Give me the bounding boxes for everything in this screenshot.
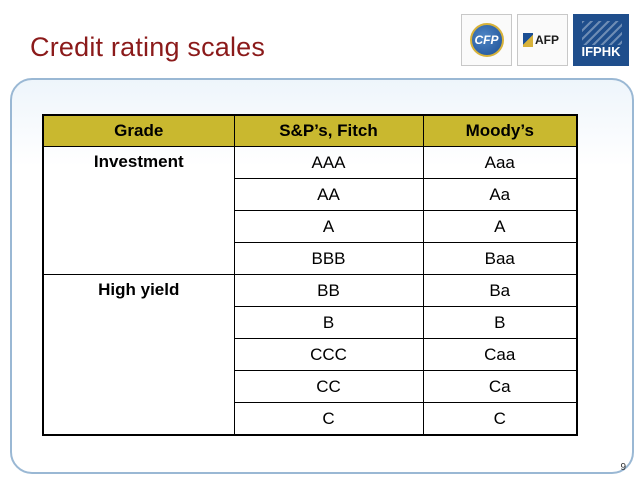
sp-fitch-cell: B — [233, 306, 424, 339]
ifphk-emblem-icon — [582, 21, 622, 45]
moodys-cell: Ca — [422, 370, 578, 403]
table-row: Investment AAA Aaa — [42, 146, 578, 275]
sp-fitch-cell: CC — [233, 370, 424, 403]
sp-fitch-cell: A — [233, 210, 424, 243]
table-row: B B — [43, 306, 578, 339]
moodys-cell: A — [422, 210, 578, 243]
table-row: C C — [43, 402, 578, 436]
moodys-cell: Aa — [422, 178, 578, 211]
credit-rating-table: Grade S&P’s, Fitch Moody’s Investment AA… — [42, 114, 578, 436]
cfp-logo: CFP — [461, 14, 512, 66]
grade-investment: Investment — [42, 146, 235, 275]
afp-logo-text: AFP — [535, 33, 559, 47]
table-row: CCC Caa — [43, 338, 578, 371]
sp-fitch-cell: BB — [233, 274, 424, 307]
sp-fitch-cell: BBB — [233, 242, 424, 275]
sp-fitch-cell: CCC — [233, 338, 424, 371]
header-grade: Grade — [42, 114, 235, 147]
table-row: AA Aa — [43, 178, 578, 211]
afp-logo: AFP — [517, 14, 568, 66]
cfp-logo-text: CFP — [474, 33, 499, 47]
sp-fitch-cell: C — [233, 402, 424, 436]
moodys-cell: Ba — [422, 274, 578, 307]
moodys-cell: B — [422, 306, 578, 339]
moodys-cell: Aaa — [422, 146, 578, 179]
table-row: CC Ca — [43, 370, 578, 403]
page-number: 9 — [620, 462, 626, 473]
moodys-cell: Baa — [422, 242, 578, 275]
table-header-row: Grade S&P’s, Fitch Moody’s — [42, 114, 578, 147]
table-row: BBB Baa — [43, 242, 578, 275]
ifphk-logo: IFPHK — [573, 14, 629, 66]
moodys-cell: Caa — [422, 338, 578, 371]
header-sp-fitch: S&P’s, Fitch — [233, 114, 424, 147]
slide-title: Credit rating scales — [30, 32, 266, 62]
sp-fitch-cell: AA — [233, 178, 424, 211]
sp-fitch-cell: AAA — [233, 146, 424, 179]
table-row: A A — [43, 210, 578, 243]
cfp-emblem-icon — [470, 23, 504, 57]
grade-high-yield: High yield — [42, 274, 235, 436]
afp-mark-icon — [523, 33, 533, 47]
table-row: High yield BB Ba — [42, 274, 578, 436]
header-moodys: Moody’s — [422, 114, 578, 147]
ifphk-logo-text: IFPHK — [581, 44, 621, 59]
logo-group: CFP AFP IFPHK — [461, 14, 629, 66]
moodys-cell: C — [422, 402, 578, 436]
